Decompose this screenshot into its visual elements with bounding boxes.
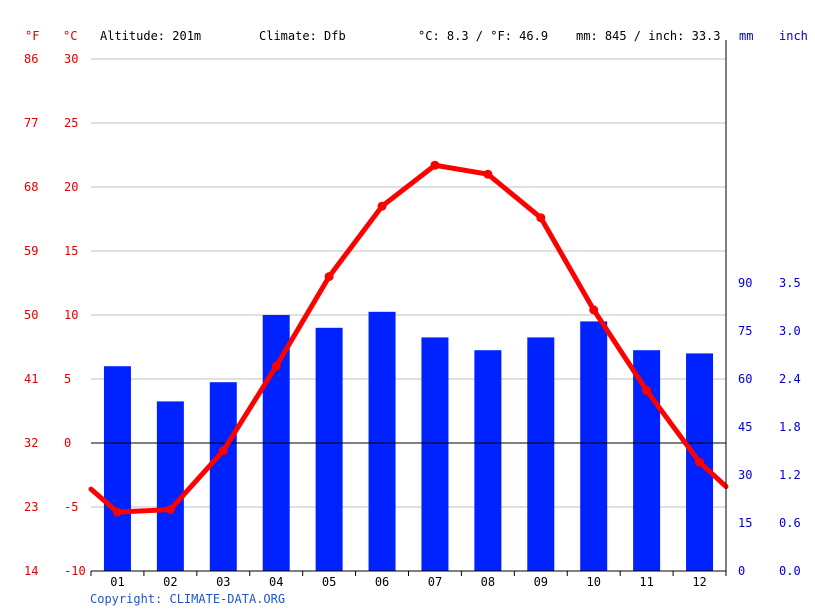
inch-unit-label: inch <box>779 29 808 43</box>
inch-tick-label: 2.4 <box>779 372 801 386</box>
altitude-label: Altitude: 201m <box>100 29 201 43</box>
temperature-point-01 <box>112 507 122 517</box>
precipitation-bar-09 <box>527 337 555 571</box>
temperature-point-07 <box>430 160 440 170</box>
grid-lines <box>91 58 726 508</box>
celsius-tick-label: 25 <box>64 116 78 130</box>
temperature-point-04 <box>271 361 281 371</box>
precipitation-bar-07 <box>421 337 449 571</box>
temperature-point-08 <box>483 169 493 179</box>
fahrenheit-tick-label: 23 <box>24 500 38 514</box>
climate-label: Climate: Dfb <box>259 29 346 43</box>
mm-tick-label: 60 <box>738 372 752 386</box>
mm-tick-label: 0 <box>738 564 745 578</box>
temperature-series-line <box>88 162 729 515</box>
month-tick-label: 09 <box>534 575 548 589</box>
month-tick-label: 03 <box>216 575 230 589</box>
fahrenheit-tick-label: 32 <box>24 436 38 450</box>
precipitation-bar-02 <box>156 401 184 571</box>
precipitation-bar-01 <box>103 366 131 571</box>
inch-tick-label: 1.2 <box>779 468 801 482</box>
x-axis-ticks: 01 02 03 04 05 06 07 08 09 10 11 12 <box>90 571 727 589</box>
inch-tick-label: 1.8 <box>779 420 801 434</box>
temperature-line <box>88 160 729 517</box>
fahrenheit-unit-label: °F <box>25 29 39 43</box>
month-tick-label: 02 <box>163 575 177 589</box>
month-tick-label: 07 <box>428 575 442 589</box>
inch-tick-label: 0.0 <box>779 564 801 578</box>
celsius-tick-label: 20 <box>64 180 78 194</box>
fahrenheit-tick-label: 14 <box>24 564 38 578</box>
celsius-tick-label: 0 <box>64 436 71 450</box>
month-tick-label: 11 <box>639 575 653 589</box>
month-tick-label: 04 <box>269 575 283 589</box>
temperature-average-label: °C: 8.3 / °F: 46.9 <box>418 29 548 43</box>
temperature-point-02 <box>165 505 175 515</box>
mm-tick-label: 30 <box>738 468 752 482</box>
temperature-point-05 <box>324 272 334 282</box>
celsius-tick-label: -5 <box>64 500 78 514</box>
inch-tick-label: 0.6 <box>779 516 801 530</box>
temperature-point-06 <box>377 201 387 211</box>
celsius-tick-label: 5 <box>64 372 71 386</box>
mm-tick-label: 75 <box>738 324 752 338</box>
month-tick-label: 08 <box>481 575 495 589</box>
mm-unit-label: mm <box>739 29 753 43</box>
month-tick-label: 06 <box>375 575 389 589</box>
precipitation-bar-08 <box>474 350 502 571</box>
precipitation-total-label: mm: 845 / inch: 33.3 <box>576 29 721 43</box>
celsius-unit-label: °C <box>63 29 77 43</box>
celsius-tick-label: 30 <box>64 52 78 66</box>
mm-tick-label: 15 <box>738 516 752 530</box>
temperature-point-12 <box>695 457 705 467</box>
fahrenheit-tick-label: 68 <box>24 180 38 194</box>
fahrenheit-tick-label: 59 <box>24 244 38 258</box>
month-tick-label: 12 <box>692 575 706 589</box>
y-axis-ticks: 30 86 25 77 20 68 15 59 10 50 5 41 0 32 -5 23 -10 14 90 3.5… <box>24 52 801 578</box>
precipitation-bar-03 <box>209 382 237 571</box>
precipitation-bar-11 <box>633 350 661 571</box>
precipitation-bar-06 <box>368 311 396 571</box>
celsius-tick-label: 10 <box>64 308 78 322</box>
precipitation-bar-05 <box>315 327 343 571</box>
mm-tick-label: 90 <box>738 276 752 290</box>
inch-tick-label: 3.0 <box>779 324 801 338</box>
fahrenheit-tick-label: 86 <box>24 52 38 66</box>
fahrenheit-tick-label: 77 <box>24 116 38 130</box>
month-tick-label: 01 <box>110 575 124 589</box>
mm-tick-label: 45 <box>738 420 752 434</box>
fahrenheit-tick-label: 50 <box>24 308 38 322</box>
month-tick-label: 05 <box>322 575 336 589</box>
celsius-tick-label: -10 <box>64 564 86 578</box>
precipitation-bar-10 <box>580 321 608 571</box>
fahrenheit-tick-label: 41 <box>24 372 38 386</box>
temperature-point-10 <box>589 305 599 315</box>
temperature-point-03 <box>218 446 228 456</box>
temperature-point-09 <box>536 213 546 223</box>
copyright-label: Copyright: CLIMATE-DATA.ORG <box>90 592 285 606</box>
temperature-point-11 <box>642 386 652 396</box>
celsius-tick-label: 15 <box>64 244 78 258</box>
inch-tick-label: 3.5 <box>779 276 801 290</box>
month-tick-label: 10 <box>586 575 600 589</box>
